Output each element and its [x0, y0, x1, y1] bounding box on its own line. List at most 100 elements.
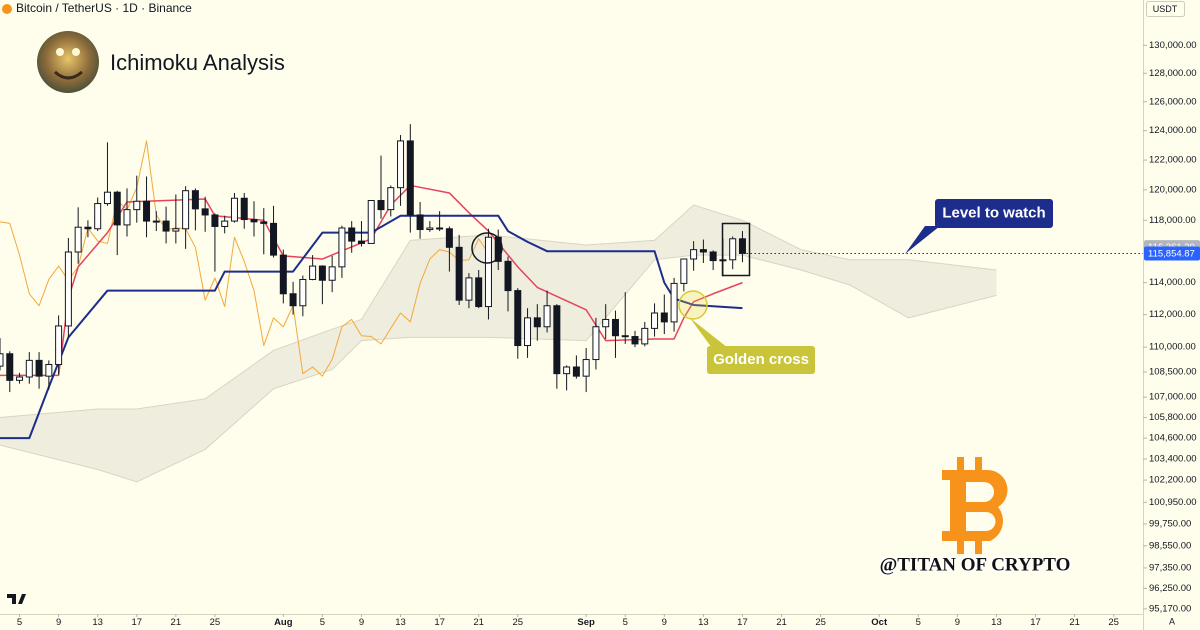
- candle-body: [699, 249, 707, 253]
- x-tick-label: 17: [1030, 617, 1041, 628]
- y-tick-label: 122,000.00: [1149, 155, 1197, 166]
- candle-body: [240, 197, 248, 221]
- x-tick-label: 13: [698, 617, 709, 628]
- logo-part: [957, 538, 964, 554]
- symbol-title: Bitcoin / TetherUS · 1D · Binance: [16, 1, 192, 15]
- candle-body: [621, 335, 629, 338]
- symbol-icon: [2, 4, 12, 14]
- candle-body: [680, 258, 688, 284]
- callout-box: [935, 199, 1053, 228]
- x-tick-label: 25: [210, 617, 221, 628]
- y-tick-label: 100,950.00: [1149, 497, 1197, 508]
- x-tick-label: 25: [1108, 617, 1119, 628]
- candle-body: [690, 249, 698, 260]
- candle-body: [172, 228, 180, 232]
- x-tick-label: Sep: [577, 617, 595, 628]
- candle-body: [45, 364, 53, 377]
- y-tick-label: 104,600.00: [1149, 433, 1197, 444]
- x-tick-label: 25: [512, 617, 523, 628]
- x-tick-label: 17: [737, 617, 748, 628]
- candle-body: [729, 238, 737, 261]
- currency-box[interactable]: [1146, 1, 1185, 17]
- currency[interactable]: USDT: [1153, 4, 1178, 14]
- x-tick-label: 9: [359, 617, 364, 628]
- callout-tail: [690, 318, 728, 348]
- candle-body: [416, 214, 424, 231]
- y-tick-label: 102,200.00: [1149, 475, 1197, 486]
- indicator-line: [0, 140, 489, 377]
- candle-body: [16, 376, 24, 381]
- x-tick-label: 21: [776, 617, 787, 628]
- candle-body: [436, 227, 444, 230]
- candle-body: [152, 220, 160, 223]
- candle-body: [357, 240, 365, 244]
- candle-body: [230, 197, 238, 222]
- logo-part: [942, 470, 1008, 541]
- x-tick-label: 13: [395, 617, 406, 628]
- y-tick-label: 103,400.00: [1149, 454, 1197, 465]
- candle-body: [338, 227, 346, 268]
- candle-body: [201, 208, 209, 216]
- x-tick-label: 13: [991, 617, 1002, 628]
- x-tick-label: 5: [320, 617, 325, 628]
- x-tick-label: 17: [131, 617, 142, 628]
- candle-body: [377, 200, 385, 211]
- logo-part: [957, 457, 964, 473]
- candle-body: [484, 236, 492, 308]
- candle-body: [123, 209, 131, 226]
- tv-logo: [7, 594, 26, 604]
- candle-body: [553, 305, 561, 375]
- x-tick-label: 21: [171, 617, 182, 628]
- x-tick-label: 9: [662, 617, 667, 628]
- candle-body: [582, 359, 590, 377]
- candle-body: [367, 200, 375, 244]
- candle-body: [289, 293, 297, 307]
- candle-body: [260, 221, 268, 224]
- avatar-detail: [56, 48, 64, 56]
- candle-body: [103, 191, 111, 205]
- y-tick-label: 99,750.00: [1149, 518, 1191, 529]
- candle-body: [299, 278, 307, 307]
- x-tick-label: 21: [473, 617, 484, 628]
- scale-mode[interactable]: A: [1169, 616, 1175, 626]
- candle-body: [35, 359, 43, 377]
- y-tick-label: 128,000.00: [1149, 68, 1197, 79]
- x-tick-label: 9: [955, 617, 960, 628]
- candle-body: [406, 140, 414, 216]
- candle-body: [191, 190, 199, 210]
- candle-body: [611, 318, 619, 337]
- x-tick-label: 5: [17, 617, 22, 628]
- candle-body: [211, 214, 219, 227]
- candle-body: [55, 325, 63, 366]
- x-tick-label: Aug: [274, 617, 293, 628]
- y-tick-label: 95,170.00: [1149, 603, 1191, 614]
- candle-body: [84, 226, 92, 230]
- candle-body: [348, 227, 356, 242]
- y-tick-label: 96,250.00: [1149, 583, 1191, 594]
- candle-body: [113, 191, 121, 226]
- candle-body: [328, 266, 336, 281]
- y-tick-label: 105,800.00: [1149, 412, 1197, 423]
- y-tick-label: 120,000.00: [1149, 184, 1197, 195]
- y-tick-label: 130,000.00: [1149, 40, 1197, 51]
- candle-body: [504, 260, 512, 292]
- y-tick-label: 126,000.00: [1149, 96, 1197, 107]
- bitcoin-logo: [942, 457, 1008, 554]
- candle-body: [0, 353, 4, 367]
- candle-body: [651, 312, 659, 329]
- x-tick-label: 9: [56, 617, 61, 628]
- candle-body: [6, 353, 14, 381]
- candle-body: [309, 265, 317, 280]
- price-tag-label: 115,854.87: [1148, 248, 1195, 259]
- cross-marker: [471, 232, 503, 264]
- y-tick-label: 97,350.00: [1149, 562, 1191, 573]
- avatar-detail: [53, 70, 83, 80]
- candle-body: [514, 290, 522, 347]
- candle-body: [572, 366, 580, 377]
- candle-body: [602, 318, 610, 328]
- candle-body: [397, 140, 405, 189]
- annotation: Golden cross: [713, 351, 809, 368]
- watermark: @TITAN OF CRYPTO: [880, 554, 1071, 575]
- candle-body: [592, 326, 600, 361]
